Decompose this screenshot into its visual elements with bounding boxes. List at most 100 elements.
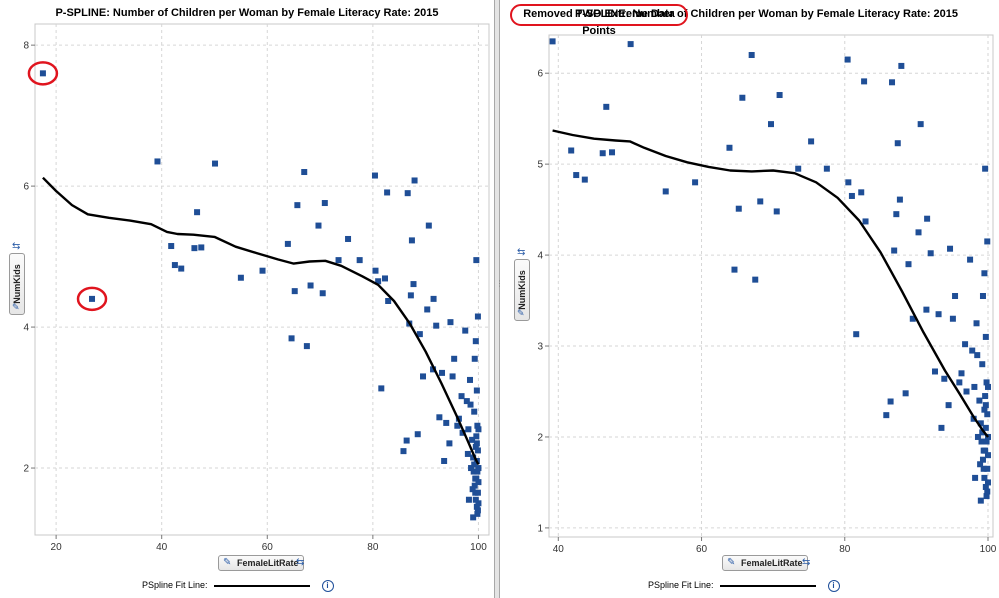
data-point [938,424,945,431]
data-point [470,514,477,521]
data-point [858,189,865,196]
data-point [902,390,909,397]
data-point [371,172,378,179]
data-point [947,245,954,252]
data-point [974,433,981,440]
data-point [154,158,161,165]
data-point [474,313,481,320]
data-point [956,379,963,386]
x-tick-label: 80 [367,542,379,553]
swap-axis-icon[interactable]: ⇆ [802,557,811,568]
data-point [462,327,469,334]
data-point [420,373,427,380]
data-point [823,165,830,172]
data-point [471,482,478,489]
data-point [168,243,175,250]
data-point [315,222,322,229]
y-axis-variable-button[interactable]: NumKids ✎ [9,253,25,315]
data-point [474,422,481,429]
data-point [927,250,934,257]
data-point [433,322,440,329]
data-point [627,41,634,48]
data-point [319,290,326,297]
data-point [979,293,986,300]
data-point [963,388,970,395]
data-point [291,288,298,295]
pspline-fit-line [42,176,480,466]
data-point [198,244,205,251]
data-point [896,196,903,203]
y-axis-variable-button[interactable]: NumKids ✎ [514,259,530,321]
data-point [454,422,461,429]
legend-label: PSpline Fit Line: [648,580,714,590]
data-point [284,240,291,247]
data-point [982,424,989,431]
data-point [294,202,301,209]
data-point [776,92,783,99]
data-point [983,438,990,445]
data-point [475,500,482,507]
data-point [430,295,437,302]
data-point [191,245,198,252]
data-point [378,385,385,392]
edit-pencil-icon: ✎ [223,557,232,568]
data-point [748,52,755,59]
right-chart-panel: P-SPLINE: Number of Children per Woman b… [500,0,999,598]
data-point [194,209,201,216]
data-point [475,465,482,472]
swap-axis-icon[interactable]: ⇆ [12,241,21,252]
data-point [303,343,310,350]
data-point [739,94,746,101]
info-icon[interactable]: i [827,579,840,592]
data-point [935,311,942,318]
data-point [471,461,478,468]
data-point [410,281,417,288]
data-point [475,479,482,486]
data-point [967,256,974,263]
data-point [307,282,314,289]
data-point [979,429,986,436]
data-point [984,465,991,472]
data-point [984,411,991,418]
y-tick-label: 2 [537,432,543,443]
data-point [980,447,987,454]
legend: PSpline Fit Line: i [648,579,840,592]
y-tick-label: 3 [537,342,543,353]
x-tick-label: 60 [696,544,708,555]
data-point [958,370,965,377]
y-tick-label: 6 [23,182,29,193]
y-tick-label: 8 [23,41,29,52]
data-point [768,121,774,128]
data-point [795,165,802,172]
data-point [424,306,431,313]
data-point [977,497,984,504]
data-point [984,238,991,245]
data-point [984,383,991,390]
data-point [889,79,896,86]
data-point [372,267,379,274]
data-point [731,266,738,273]
plot-area [548,34,994,538]
info-icon[interactable]: i [321,579,334,592]
data-point [436,414,443,421]
swap-axis-icon[interactable]: ⇆ [517,247,526,258]
x-axis-variable-button[interactable]: ✎ FemaleLitRate [722,555,808,571]
data-point [941,375,948,382]
data-point [472,338,479,345]
data-point [446,440,453,447]
legend-label: PSpline Fit Line: [142,580,208,590]
data-point [403,437,410,444]
data-point [470,468,477,475]
data-point [692,179,699,186]
data-point [726,144,733,151]
data-point [609,149,616,156]
data-point [384,189,391,196]
data-point [603,103,610,110]
data-point [430,366,437,373]
data-point [662,188,669,195]
data-point [414,431,421,438]
data-point [905,261,912,268]
data-point [385,297,392,304]
x-axis-variable-button[interactable]: ✎ FemaleLitRate [218,555,304,571]
swap-axis-icon[interactable]: ⇆ [296,557,305,568]
